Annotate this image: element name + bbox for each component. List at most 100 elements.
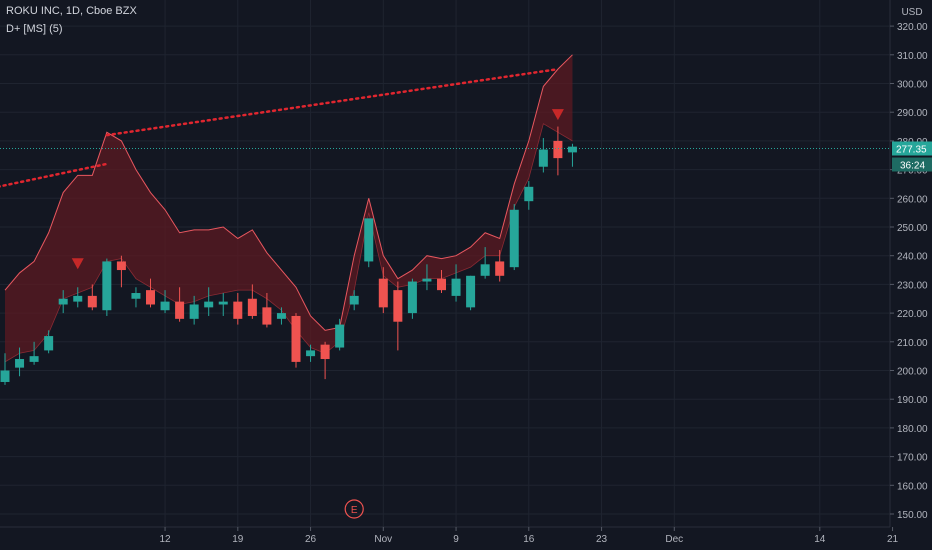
candles[interactable] bbox=[0, 126, 577, 385]
candle-body bbox=[291, 315, 301, 362]
time-tick-label: 16 bbox=[523, 534, 535, 545]
last-price-tag bbox=[892, 141, 932, 156]
candle[interactable] bbox=[349, 290, 359, 311]
candle-body bbox=[233, 301, 243, 319]
time-tick-label: 23 bbox=[596, 534, 608, 545]
candle-body bbox=[393, 290, 403, 322]
candle[interactable] bbox=[437, 270, 446, 294]
candle[interactable] bbox=[495, 249, 505, 282]
candle-body bbox=[524, 186, 534, 202]
candle[interactable] bbox=[480, 247, 490, 279]
currency-label: USD bbox=[901, 7, 922, 18]
symbol-title[interactable]: ROKU INC, 1D, Cboe BZX bbox=[6, 5, 137, 17]
candle[interactable] bbox=[44, 330, 54, 354]
price-tick-label: 230.00 bbox=[897, 280, 928, 291]
price-tick-label: 220.00 bbox=[897, 309, 928, 320]
candle[interactable] bbox=[146, 278, 155, 308]
candle[interactable] bbox=[247, 284, 257, 319]
candle-body bbox=[218, 301, 228, 305]
candle[interactable] bbox=[509, 204, 519, 271]
candle[interactable] bbox=[160, 290, 170, 314]
candle[interactable] bbox=[116, 255, 126, 288]
candle[interactable] bbox=[466, 275, 476, 311]
candle-body bbox=[146, 290, 155, 305]
band-upper-line bbox=[4, 54, 573, 331]
candle[interactable] bbox=[306, 344, 316, 362]
candle-body bbox=[189, 304, 199, 319]
candle-body bbox=[87, 295, 97, 308]
price-tick-label: 320.00 bbox=[897, 22, 928, 33]
candle[interactable] bbox=[131, 287, 141, 308]
candle-body bbox=[15, 359, 25, 368]
candle[interactable] bbox=[218, 293, 228, 316]
candle[interactable] bbox=[102, 258, 112, 316]
candle-body bbox=[276, 313, 286, 319]
earnings-label: E bbox=[351, 505, 358, 516]
candle[interactable] bbox=[58, 290, 68, 314]
countdown-tag bbox=[892, 157, 932, 172]
price-axis[interactable]: USD 150.00 160.00 170.00 180.00 190.00 200.00 2… bbox=[889, 0, 932, 550]
trendline bbox=[0, 67, 560, 188]
candle[interactable] bbox=[538, 138, 548, 173]
candle[interactable] bbox=[189, 295, 199, 325]
candle[interactable] bbox=[553, 126, 563, 176]
candle[interactable] bbox=[73, 287, 83, 308]
candle[interactable] bbox=[378, 267, 388, 314]
candle[interactable] bbox=[335, 318, 345, 351]
candle[interactable] bbox=[276, 307, 286, 325]
candle-body bbox=[335, 324, 345, 348]
candle[interactable] bbox=[15, 347, 25, 377]
candle[interactable] bbox=[364, 218, 374, 268]
price-tick-label: 260.00 bbox=[897, 194, 928, 205]
price-tick-label: 240.00 bbox=[897, 252, 928, 263]
candle[interactable] bbox=[233, 293, 243, 325]
candle-body bbox=[538, 149, 548, 167]
candle[interactable] bbox=[262, 293, 272, 328]
sell-signal-arrow-icon bbox=[551, 109, 564, 121]
candle-body bbox=[175, 301, 185, 319]
candle-body bbox=[509, 209, 519, 268]
candle[interactable] bbox=[320, 341, 330, 380]
candle-body bbox=[44, 336, 54, 351]
candle-body bbox=[204, 301, 214, 308]
candle-body bbox=[378, 278, 388, 308]
candle-body bbox=[349, 295, 359, 305]
time-axis[interactable]: 121926Nov91623Dec142128 bbox=[0, 526, 932, 550]
candle-body bbox=[262, 307, 272, 325]
candle[interactable] bbox=[422, 264, 432, 291]
trendline-right bbox=[105, 67, 560, 137]
candle-body bbox=[480, 264, 490, 276]
candle[interactable] bbox=[451, 264, 461, 302]
candle[interactable] bbox=[567, 143, 577, 167]
price-tick-label: 300.00 bbox=[897, 80, 928, 91]
candle-body bbox=[451, 278, 461, 296]
candle[interactable] bbox=[175, 287, 185, 322]
candle-body bbox=[58, 298, 68, 305]
candle-body bbox=[306, 350, 316, 357]
candle[interactable] bbox=[291, 313, 301, 368]
candle[interactable] bbox=[29, 341, 39, 365]
candle[interactable] bbox=[87, 284, 97, 311]
candle-body bbox=[437, 278, 446, 291]
time-axis-bg bbox=[0, 527, 932, 550]
candle-body bbox=[247, 298, 257, 316]
candle-body bbox=[102, 261, 112, 311]
time-tick-label: 12 bbox=[159, 534, 171, 545]
countdown-value: 36:24 bbox=[900, 161, 925, 172]
candle[interactable] bbox=[0, 353, 10, 385]
candle[interactable] bbox=[524, 181, 534, 210]
candle-body bbox=[0, 370, 10, 382]
price-tick-label: 180.00 bbox=[897, 424, 928, 435]
price-tick-label: 160.00 bbox=[897, 481, 928, 492]
time-tick-label: 14 bbox=[814, 534, 826, 545]
candle[interactable] bbox=[407, 278, 417, 319]
price-tick-label: 190.00 bbox=[897, 395, 928, 406]
candle[interactable] bbox=[393, 281, 403, 351]
indicator-label[interactable]: D+ [MS] (5) bbox=[6, 23, 63, 35]
indicator-band bbox=[4, 54, 573, 363]
band-lower-line bbox=[4, 123, 573, 363]
candle[interactable] bbox=[204, 287, 214, 316]
earnings-marker[interactable]: E bbox=[344, 499, 364, 519]
candle-body bbox=[466, 275, 476, 308]
